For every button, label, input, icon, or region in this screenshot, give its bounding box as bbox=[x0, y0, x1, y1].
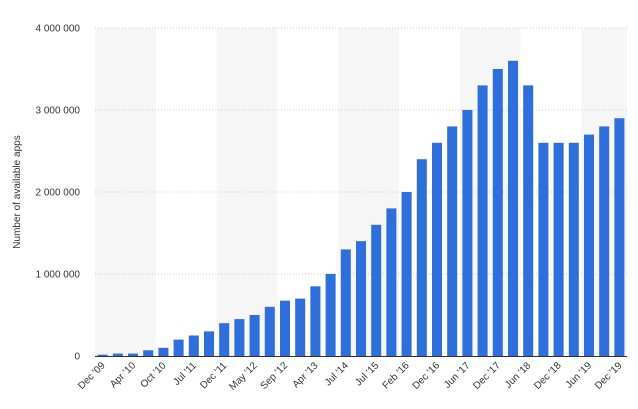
bar[interactable] bbox=[401, 192, 412, 356]
bar[interactable] bbox=[325, 274, 336, 356]
bar[interactable] bbox=[462, 110, 473, 356]
bar[interactable] bbox=[143, 350, 154, 356]
x-tick-label: Jun '18 bbox=[503, 360, 534, 391]
bar[interactable] bbox=[219, 323, 230, 356]
x-tick-label: Jul '11 bbox=[171, 360, 199, 388]
bar[interactable] bbox=[386, 208, 397, 356]
background-band bbox=[216, 28, 278, 356]
bar[interactable] bbox=[340, 249, 351, 356]
bar[interactable] bbox=[310, 286, 321, 356]
bar[interactable] bbox=[127, 353, 139, 356]
x-tick-label: Sep '12 bbox=[259, 360, 291, 392]
bar[interactable] bbox=[599, 126, 610, 357]
bar[interactable] bbox=[492, 69, 503, 356]
bar[interactable] bbox=[416, 159, 427, 356]
bar[interactable] bbox=[447, 126, 458, 357]
bar[interactable] bbox=[507, 60, 519, 357]
y-tick-label: 2 000 000 bbox=[36, 188, 81, 199]
bar[interactable] bbox=[249, 315, 260, 356]
x-tick-label: Dec '19 bbox=[593, 360, 625, 392]
y-tick-label: 0 bbox=[74, 352, 80, 363]
bar[interactable] bbox=[355, 241, 367, 356]
y-tick-label: 3 000 000 bbox=[36, 106, 81, 117]
bar[interactable] bbox=[173, 339, 184, 356]
bar[interactable] bbox=[523, 85, 534, 357]
y-axis-title: Number of available apps bbox=[12, 135, 23, 248]
x-tick-label: Dec '17 bbox=[471, 360, 503, 392]
x-tick-label: Apr '13 bbox=[291, 360, 321, 390]
bar[interactable] bbox=[234, 319, 245, 356]
x-tick-label: Dec '16 bbox=[411, 360, 443, 392]
x-tick-label: Dec '09 bbox=[76, 360, 108, 392]
bar[interactable] bbox=[203, 331, 215, 356]
bar[interactable] bbox=[295, 298, 306, 356]
bar[interactable] bbox=[614, 118, 625, 356]
bar[interactable] bbox=[583, 134, 595, 356]
bar[interactable] bbox=[477, 85, 488, 357]
y-tick-label: 1 000 000 bbox=[36, 270, 81, 281]
x-tick-label: Dec '11 bbox=[198, 360, 229, 391]
bar[interactable] bbox=[431, 142, 443, 356]
x-tick-label: Jun '19 bbox=[564, 360, 595, 391]
x-tick-label: Feb '16 bbox=[381, 360, 412, 391]
x-tick-label: Jul '14 bbox=[323, 360, 351, 388]
bar[interactable] bbox=[112, 353, 123, 356]
bar[interactable] bbox=[158, 347, 169, 356]
bar[interactable] bbox=[553, 142, 564, 356]
x-tick-label: Jul '15 bbox=[353, 360, 381, 388]
x-tick-label: Jun '17 bbox=[442, 360, 473, 391]
y-axis-tick-labels: 0 1 000 000 2 000 000 3 000 000 4 000 000 bbox=[36, 24, 81, 363]
bar-series bbox=[97, 60, 625, 357]
bar[interactable] bbox=[264, 306, 275, 356]
x-tick-label: Dec '18 bbox=[532, 360, 564, 392]
bar[interactable] bbox=[568, 142, 579, 356]
x-tick-label: May '12 bbox=[227, 360, 260, 393]
bar[interactable] bbox=[538, 142, 549, 356]
bar[interactable] bbox=[97, 354, 108, 356]
bar[interactable] bbox=[188, 335, 199, 357]
bar[interactable] bbox=[371, 224, 382, 356]
x-tick-label: Apr '10 bbox=[108, 360, 138, 390]
bar[interactable] bbox=[279, 300, 291, 356]
y-tick-label: 4 000 000 bbox=[36, 24, 81, 35]
x-tick-label: Oct '10 bbox=[139, 360, 169, 390]
